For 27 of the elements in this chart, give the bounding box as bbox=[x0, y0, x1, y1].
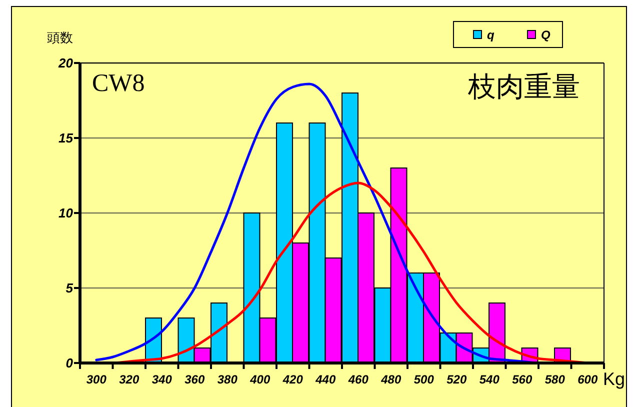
x-tick-label: 580 bbox=[544, 372, 566, 387]
y-tick-label: 20 bbox=[58, 56, 74, 71]
y-tick-label: 5 bbox=[66, 280, 74, 296]
x-tick-label: 560 bbox=[512, 372, 532, 387]
x-tick-label: 600 bbox=[578, 372, 598, 387]
x-tick-label: 340 bbox=[152, 372, 172, 387]
x-tick-label: 440 bbox=[314, 372, 336, 387]
x-tick-label: 300 bbox=[86, 372, 107, 387]
x-tick-label: 380 bbox=[217, 372, 238, 387]
x-tick-label: 420 bbox=[282, 372, 304, 387]
x-axis-title: Kg bbox=[603, 369, 626, 389]
y-tick-label: 15 bbox=[58, 130, 74, 146]
x-tick-label: 400 bbox=[249, 372, 270, 387]
x-tick-label: 520 bbox=[446, 372, 467, 387]
x-tick-label: 540 bbox=[479, 372, 500, 387]
x-tick-label: 320 bbox=[119, 372, 140, 387]
x-tick-label: 360 bbox=[184, 372, 205, 387]
annotation: CW8 bbox=[92, 70, 145, 97]
y-axis-title: 頭数 bbox=[47, 30, 73, 45]
y-tick-label: 0 bbox=[66, 356, 74, 371]
y-tick-label: 10 bbox=[58, 206, 74, 221]
x-tick-label: 500 bbox=[414, 372, 434, 387]
legend-label: Q bbox=[541, 28, 550, 42]
legend-label: q bbox=[487, 28, 494, 42]
x-tick-label: 480 bbox=[380, 372, 402, 387]
x-tick-label: 460 bbox=[347, 372, 369, 387]
chart-title: 枝肉重量 bbox=[468, 71, 580, 102]
